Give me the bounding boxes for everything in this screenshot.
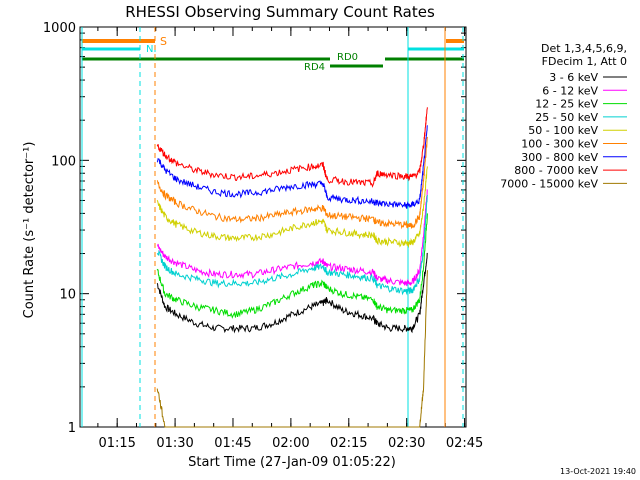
- series-line-3-6-kev: [156, 252, 428, 334]
- series-line-50-100-kev: [156, 166, 428, 248]
- x-tick-label: 02:15: [330, 436, 367, 451]
- x-tick-label: 01:30: [156, 436, 193, 451]
- legend-entry-label: 7000 - 15000 keV: [500, 177, 598, 190]
- y-axis-ticks: 1 10 100 1000: [43, 21, 466, 436]
- flag-rd0-label: RD0: [337, 52, 358, 63]
- flag-ni-label: NI: [146, 44, 156, 55]
- x-tick-label: 01:15: [98, 436, 135, 451]
- flag-s-label: S: [160, 35, 167, 48]
- footer-timestamp: 13-Oct-2021 19:40: [560, 467, 636, 476]
- chart-title: RHESSI Observing Summary Count Rates: [125, 3, 435, 21]
- legend-entry-label: 300 - 800 keV: [521, 151, 598, 164]
- series-layer: [156, 107, 428, 428]
- y-axis-label: Count Rate (s⁻¹ detector⁻¹): [22, 142, 37, 319]
- x-tick-label: 02:30: [388, 436, 425, 451]
- series-line-7000-15000-kev: [156, 270, 428, 428]
- legend-entry-label: 12 - 25 keV: [535, 98, 598, 111]
- y-tick-label: 10: [59, 288, 76, 303]
- x-tick-label: 01:45: [214, 436, 251, 451]
- flag-rd4-label: RD4: [304, 62, 325, 73]
- y-tick-label: 100: [51, 154, 76, 169]
- y-tick-label: 1000: [43, 21, 76, 36]
- series-line-12-25-kev: [156, 213, 428, 319]
- legend-entry-label: 800 - 7000 keV: [514, 164, 598, 177]
- series-line-25-50-kev: [156, 194, 428, 296]
- legend-header-line1: Det 1,3,4,5,6,9,: [541, 42, 627, 55]
- x-tick-label: 02:00: [272, 436, 309, 451]
- x-tick-label: 02:45: [446, 436, 483, 451]
- legend-entry-label: 3 - 6 keV: [549, 71, 598, 84]
- series-line-300-800-kev: [156, 125, 428, 209]
- series-line-100-300-kev: [156, 136, 428, 230]
- series-line-800-7000-kev: [156, 107, 428, 188]
- legend-entry-label: 50 - 100 keV: [528, 124, 598, 137]
- legend-header-line2: FDecim 1, Att 0: [542, 55, 627, 68]
- legend-entry-label: 6 - 12 keV: [542, 84, 598, 97]
- legend-entry-label: 25 - 50 keV: [535, 111, 598, 124]
- series-line-6-12-kev: [156, 189, 428, 287]
- x-axis-label: Start Time (27-Jan-09 01:05:22): [188, 455, 396, 470]
- y-tick-label: 1: [68, 421, 76, 436]
- legend-entry-label: 100 - 300 keV: [521, 138, 598, 151]
